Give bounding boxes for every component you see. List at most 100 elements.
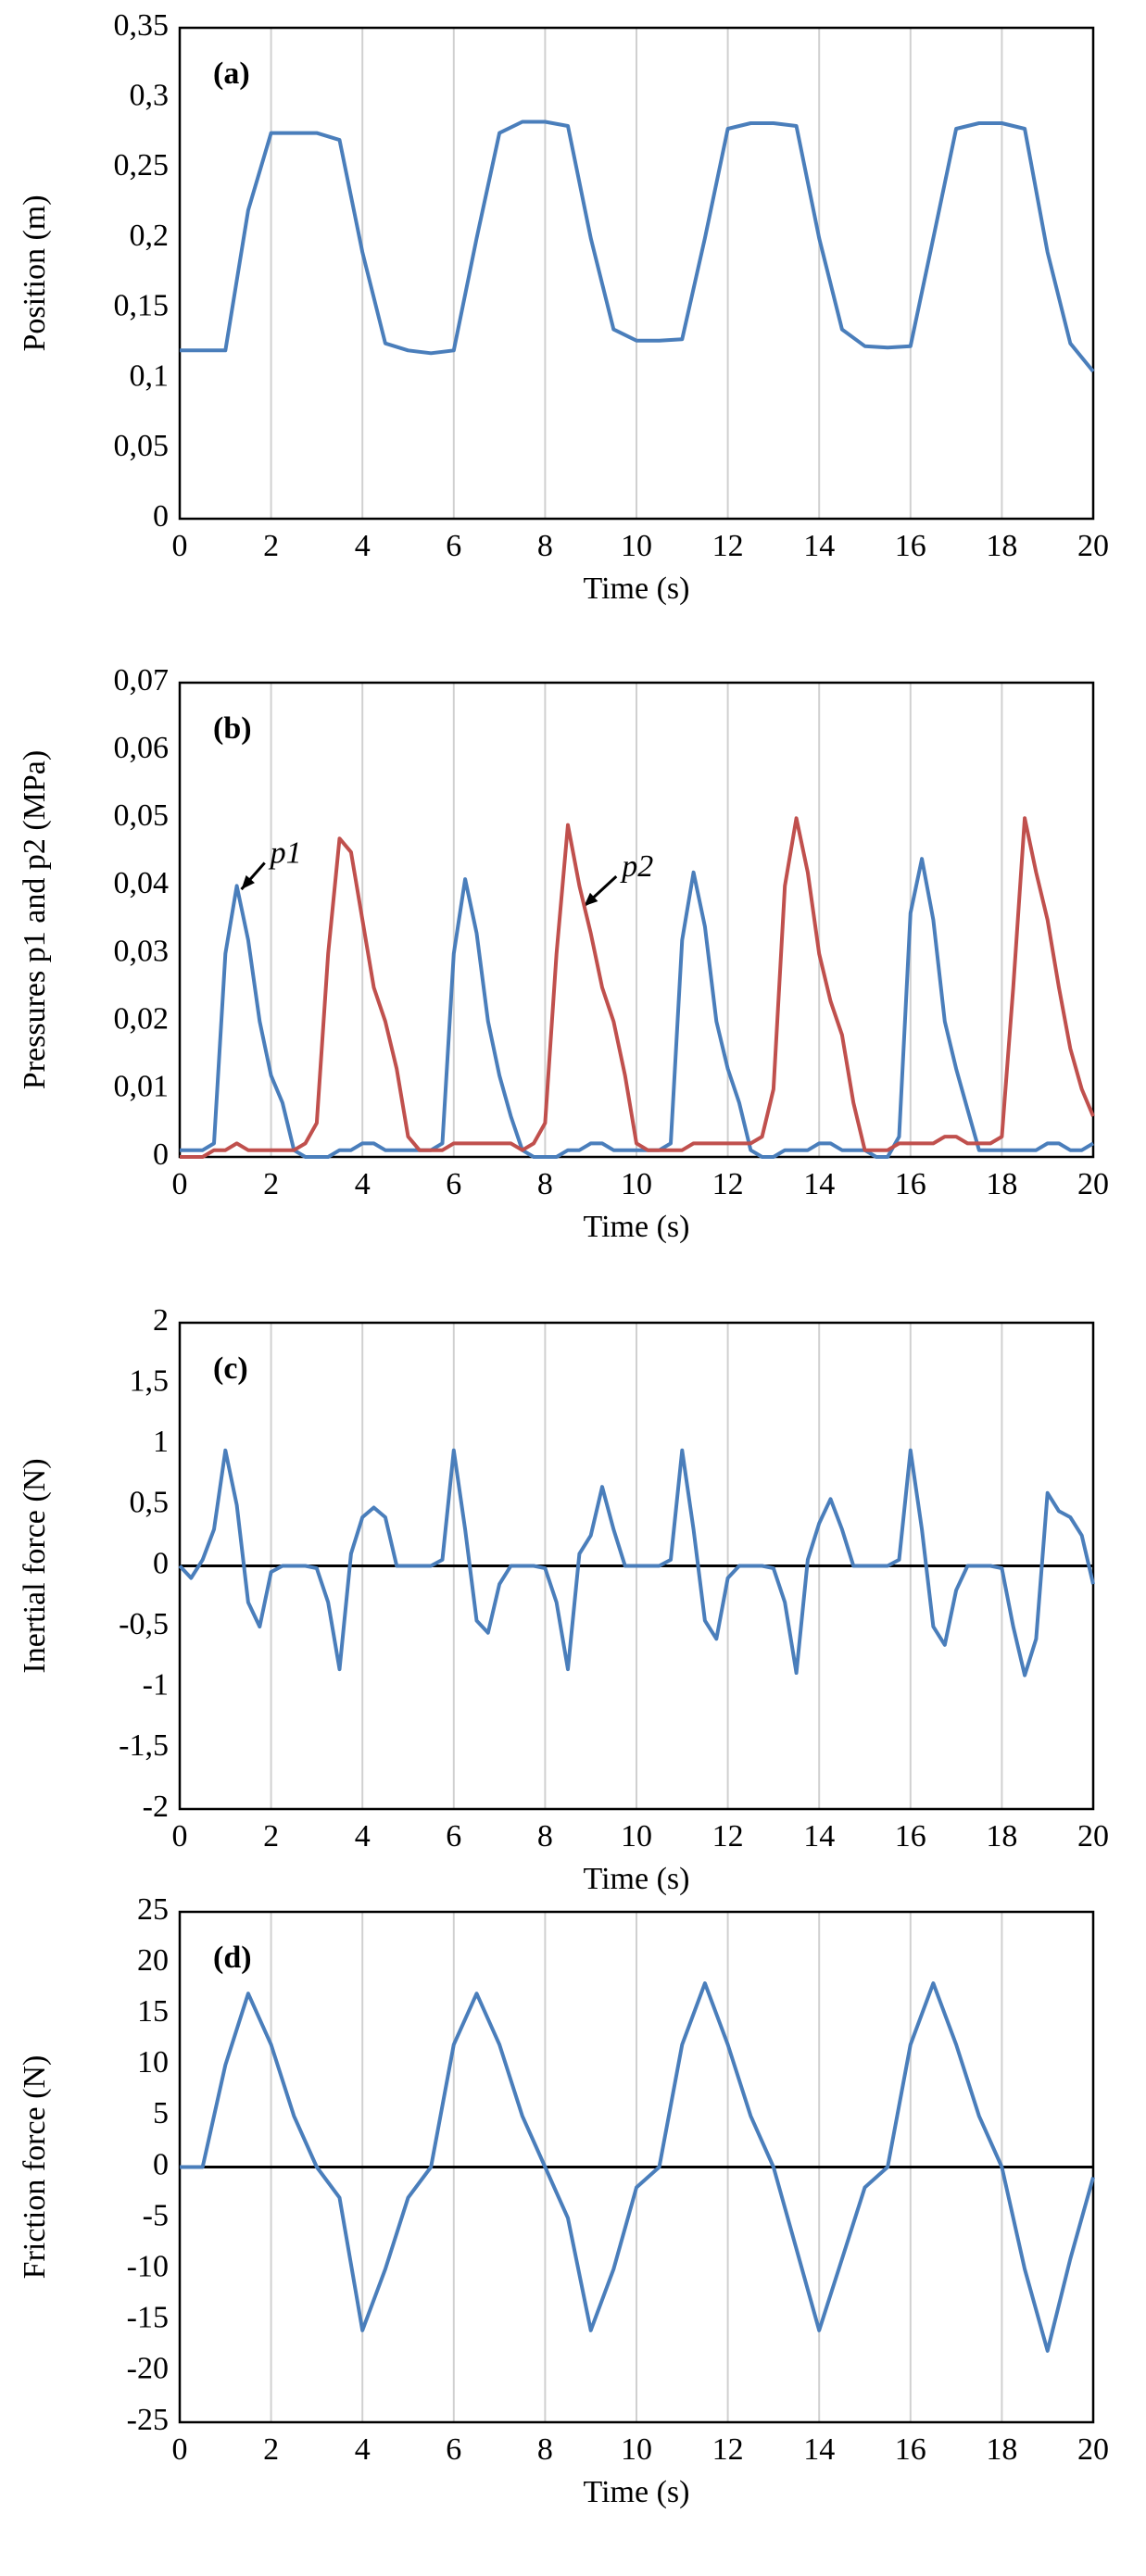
x-tick-label: 18: [986, 2432, 1017, 2467]
x-tick-label: 2: [263, 529, 279, 563]
panel-label: (a): [213, 57, 250, 91]
x-tick-label: 20: [1077, 1167, 1109, 1201]
x-axis-title: Time (s): [584, 2475, 690, 2509]
x-tick-label: 8: [537, 529, 553, 563]
x-tick-label: 10: [621, 1167, 652, 1201]
x-tick-label: 10: [621, 2432, 652, 2467]
chart: 0 2 4 6 8 10 12 14 16 18 20 -2 -1,5 -1 -0,5 0 0,5 1 1,5 2 (c…: [18, 1303, 1109, 1896]
data-line: [180, 857, 1095, 1159]
x-tick-label: 18: [986, 529, 1017, 563]
y-axis-title: Friction force (N): [18, 2055, 52, 2280]
plot-frame: [178, 681, 1095, 1159]
y-tick-label: 20: [137, 1943, 169, 1978]
x-tick-label: 10: [621, 1819, 652, 1853]
data-line: [180, 1981, 1095, 2353]
series-annotation: p1: [269, 836, 302, 870]
x-tick-label: 12: [712, 529, 744, 563]
x-tick-label: 0: [172, 1167, 188, 1201]
x-tick-label: 4: [355, 1819, 371, 1853]
y-tick-label: 0,01: [114, 1070, 170, 1104]
y-tick-label: 0: [153, 1137, 169, 1172]
x-tick-label: 12: [712, 2432, 744, 2467]
y-axis-title: Pressures p1 and p2 (MPa): [18, 750, 52, 1089]
y-tick-label: 0,04: [114, 866, 170, 900]
x-tick-label: 0: [172, 529, 188, 563]
y-tick-label: -2: [143, 1790, 169, 1824]
x-tick-label: 0: [172, 2432, 188, 2467]
y-tick-label: -20: [127, 2352, 169, 2386]
x-tick-label: 14: [803, 2432, 835, 2467]
x-tick-label: 14: [803, 1819, 835, 1853]
arrow-head: [584, 892, 598, 907]
x-tick-label: 16: [895, 1819, 926, 1853]
y-tick-label: 2: [153, 1303, 169, 1338]
x-tick-label: 16: [895, 2432, 926, 2467]
x-tick-label: 8: [537, 2432, 553, 2467]
x-tick-label: 0: [172, 1819, 188, 1853]
chart: 0 2 4 6 8 10 12 14 16 18 20 0 0,05 0,1 0,15 0,2 0,25 0,3 0…: [18, 8, 1109, 606]
data-line: [180, 816, 1095, 1159]
panel-label: (c): [213, 1351, 248, 1386]
y-tick-label: 0,25: [114, 148, 170, 182]
y-tick-label: -10: [127, 2249, 169, 2283]
x-tick-label: 2: [263, 1167, 279, 1201]
chart: 0 2 4 6 8 10 12 14 16 18 20 0 0,01 0,02 0,03 0,04 0,05 0,…: [18, 663, 1109, 1244]
y-tick-label: -5: [143, 2198, 169, 2232]
x-tick-label: 2: [263, 1819, 279, 1853]
x-tick-label: 12: [712, 1167, 744, 1201]
x-tick-label: 6: [446, 529, 461, 563]
y-axis-title: Inertial force (N): [18, 1458, 52, 1673]
x-axis-title: Time (s): [584, 1210, 690, 1244]
y-tick-label: -1,5: [119, 1728, 169, 1763]
x-tick-label: 6: [446, 1167, 461, 1201]
x-axis-title: Time (s): [584, 572, 690, 606]
y-tick-label: -25: [127, 2403, 169, 2437]
y-tick-label: 0,05: [114, 429, 170, 463]
chart: 0 2 4 6 8 10 12 14 16 18 20 -25 -20 -15 -10 -5 0 5 10 15 20 2…: [18, 1892, 1109, 2509]
x-tick-label: 20: [1077, 2432, 1109, 2467]
data-line: [178, 1448, 1095, 1678]
y-tick-label: 0,07: [114, 663, 170, 697]
y-tick-label: 0,06: [114, 731, 170, 765]
y-tick-label: 0,1: [130, 358, 170, 393]
y-tick-label: 0: [153, 2147, 169, 2181]
y-axis-title: Position (m): [18, 195, 52, 351]
y-tick-label: 0,35: [114, 8, 170, 43]
x-tick-label: 6: [446, 1819, 461, 1853]
x-tick-label: 16: [895, 529, 926, 563]
arrow-head: [241, 874, 255, 890]
x-tick-label: 6: [446, 2432, 461, 2467]
y-tick-label: 0: [153, 1546, 169, 1580]
y-tick-label: 0,2: [130, 219, 170, 253]
y-tick-label: -0,5: [119, 1607, 169, 1641]
y-tick-label: 0,02: [114, 1002, 170, 1037]
x-tick-label: 8: [537, 1819, 553, 1853]
y-tick-label: 0,05: [114, 798, 170, 833]
y-tick-label: 1,5: [130, 1363, 170, 1398]
y-tick-label: 0: [153, 499, 169, 534]
x-tick-label: 8: [537, 1167, 553, 1201]
x-tick-label: 4: [355, 529, 371, 563]
x-tick-label: 4: [355, 2432, 371, 2467]
x-tick-label: 16: [895, 1167, 926, 1201]
y-tick-label: 1: [153, 1425, 169, 1459]
y-tick-label: -1: [143, 1668, 169, 1703]
y-tick-label: 10: [137, 2045, 169, 2080]
y-tick-label: 5: [153, 2096, 169, 2130]
y-tick-label: 0,3: [130, 79, 170, 113]
y-tick-label: -15: [127, 2301, 169, 2335]
y-tick-label: 0,5: [130, 1486, 170, 1520]
x-tick-label: 10: [621, 529, 652, 563]
x-tick-label: 14: [803, 529, 835, 563]
x-tick-label: 12: [712, 1819, 744, 1853]
panel-label: (b): [213, 711, 252, 746]
y-tick-label: 25: [137, 1892, 169, 1927]
y-tick-label: 0,03: [114, 934, 170, 968]
series-annotation: p2: [620, 849, 653, 884]
y-tick-label: 0,15: [114, 289, 170, 323]
x-tick-label: 14: [803, 1167, 835, 1201]
x-tick-label: 18: [986, 1167, 1017, 1201]
x-tick-label: 18: [986, 1819, 1017, 1853]
panel-label: (d): [213, 1941, 252, 1975]
